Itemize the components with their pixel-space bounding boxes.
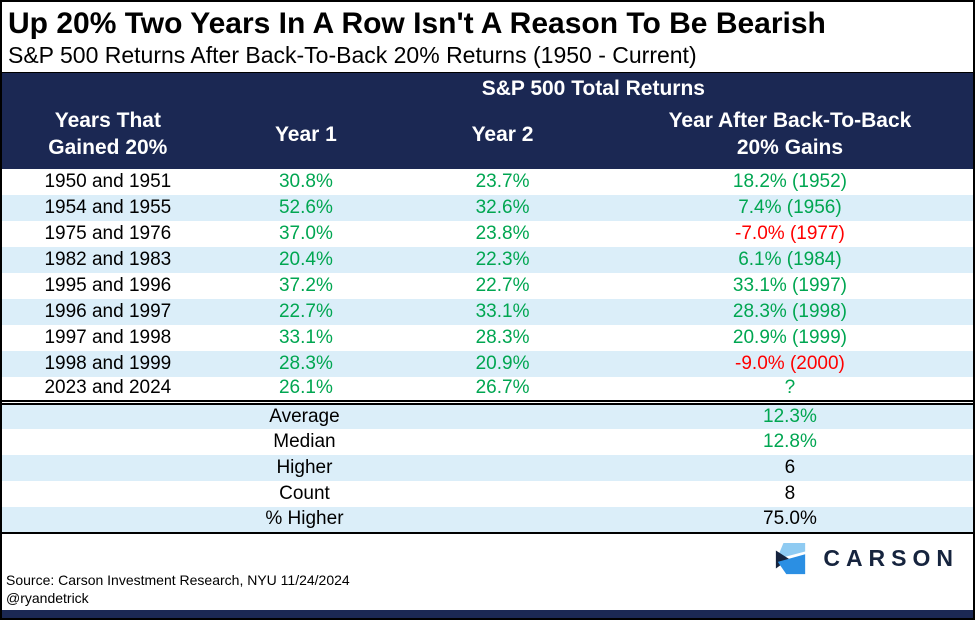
- cell-year2: 22.3%: [475, 248, 530, 270]
- cell-year1: 28.3%: [278, 352, 333, 374]
- table-row: 1982 and 1983 20.4% 22.3% 6.1% (1984): [2, 246, 973, 273]
- column-header-row: Years That Gained 20% Year 1 Year 2 Year…: [2, 101, 973, 169]
- group-header-spacer: [2, 72, 214, 102]
- source-text: Source: Carson Investment Research, NYU …: [6, 572, 350, 588]
- cell-year2: 20.9%: [475, 352, 530, 374]
- table-row: 1954 and 1955 52.6% 32.6% 7.4% (1956): [2, 194, 973, 221]
- summary-label: % Higher: [2, 506, 607, 534]
- cell-year1: 52.6%: [278, 196, 333, 218]
- cell-year2: 28.3%: [475, 326, 530, 348]
- carson-logo: CARSON: [774, 541, 959, 577]
- summary-rows: Average 12.3% Median 12.8% Higher 6 Coun…: [2, 400, 973, 534]
- cell-year1: 20.4%: [278, 248, 333, 270]
- bottom-navy-bar: [2, 610, 973, 618]
- author-handle: @ryandetrick: [6, 589, 89, 606]
- cell-year1: 37.2%: [278, 274, 333, 296]
- cell-year-after: 7.4% (1956): [738, 196, 842, 218]
- cell-year2: 26.7%: [475, 377, 530, 399]
- column-header-year1: Year 1: [213, 101, 399, 169]
- page-subtitle: S&P 500 Returns After Back-To-Back 20% R…: [8, 41, 697, 68]
- page-title: Up 20% Two Years In A Row Isn't A Reason…: [8, 7, 826, 40]
- summary-row-count: Count 8: [2, 481, 973, 507]
- cell-years: 1995 and 1996: [44, 274, 172, 296]
- cell-year2: 22.7%: [475, 274, 530, 296]
- cell-year1: 33.1%: [278, 326, 333, 348]
- cell-year2: 23.8%: [475, 222, 530, 244]
- cell-year-after: 20.9% (1999): [732, 326, 847, 348]
- column-header-year-after: Year After Back-To-Back 20% Gains: [606, 101, 973, 169]
- cell-year-after: -9.0% (2000): [735, 352, 845, 374]
- cell-year1: 26.1%: [278, 377, 333, 399]
- summary-row-median: Median 12.8%: [2, 429, 973, 455]
- cell-year-after: -7.0% (1977): [735, 222, 845, 244]
- cell-years: 2023 and 2024: [44, 377, 172, 399]
- cell-year2: 23.7%: [475, 170, 530, 192]
- table-row: 2023 and 2024 26.1% 26.7% ?: [2, 377, 973, 403]
- cell-year-after: ?: [784, 377, 796, 399]
- table-row: 1975 and 1976 37.0% 23.8% -7.0% (1977): [2, 221, 973, 247]
- column-header-year2: Year 2: [398, 101, 607, 169]
- data-rows: 1950 and 1951 30.8% 23.7% 18.2% (1952) 1…: [2, 169, 973, 403]
- summary-value: 8: [784, 482, 796, 504]
- title-block: Up 20% Two Years In A Row Isn't A Reason…: [2, 2, 973, 72]
- cell-year-after: 18.2% (1952): [732, 170, 847, 192]
- summary-label: Count: [279, 482, 330, 504]
- summary-row-higher: Higher 6: [2, 454, 973, 481]
- cell-year1: 22.7%: [278, 300, 333, 322]
- group-header: S&P 500 Total Returns: [213, 72, 973, 102]
- returns-table: S&P 500 Total Returns Years That Gained …: [2, 72, 973, 534]
- group-header-row: S&P 500 Total Returns: [2, 72, 973, 102]
- cell-year-after: 6.1% (1984): [738, 248, 842, 270]
- cell-years: 1954 and 1955: [44, 196, 172, 218]
- summary-value: 12.8%: [763, 430, 817, 452]
- table-row: 1995 and 1996 37.2% 22.7% 33.1% (1997): [2, 273, 973, 299]
- footer: Source: Carson Investment Research, NYU …: [2, 533, 973, 610]
- table-row: 1998 and 1999 28.3% 20.9% -9.0% (2000): [2, 350, 973, 377]
- cell-year2: 32.6%: [475, 196, 530, 218]
- table-row: 1997 and 1998 33.1% 28.3% 20.9% (1999): [2, 325, 973, 351]
- cell-year-after: 28.3% (1998): [732, 300, 847, 322]
- summary-value: 6: [784, 456, 796, 478]
- cell-years: 1998 and 1999: [44, 352, 172, 374]
- summary-label: Median: [273, 430, 336, 452]
- table-row: 1996 and 1997 22.7% 33.1% 28.3% (1998): [2, 298, 973, 325]
- cell-years: 1997 and 1998: [44, 326, 172, 348]
- summary-value: 75.0%: [606, 506, 973, 534]
- cell-year1: 30.8%: [278, 170, 333, 192]
- summary-value: 12.3%: [606, 400, 973, 429]
- source-block: Source: Carson Investment Research, NYU …: [6, 572, 350, 607]
- cell-years: 1975 and 1976: [44, 222, 172, 244]
- cell-year2: 33.1%: [475, 300, 530, 322]
- cell-years: 1996 and 1997: [44, 300, 172, 322]
- cell-years: 1950 and 1951: [44, 170, 172, 192]
- summary-row-pct-higher: % Higher 75.0%: [2, 506, 973, 534]
- carson-logo-text: CARSON: [823, 545, 959, 572]
- carson-chevron-icon: [774, 541, 808, 577]
- summary-label: Higher: [276, 456, 333, 478]
- cell-years: 1982 and 1983: [44, 248, 172, 270]
- table-header: S&P 500 Total Returns Years That Gained …: [2, 72, 973, 169]
- column-header-years: Years That Gained 20%: [2, 101, 214, 169]
- cell-year-after: 33.1% (1997): [732, 274, 847, 296]
- summary-label: Average: [2, 400, 607, 429]
- table-row: 1950 and 1951 30.8% 23.7% 18.2% (1952): [2, 169, 973, 195]
- summary-row-average: Average 12.3%: [2, 400, 973, 429]
- cell-year1: 37.0%: [278, 222, 333, 244]
